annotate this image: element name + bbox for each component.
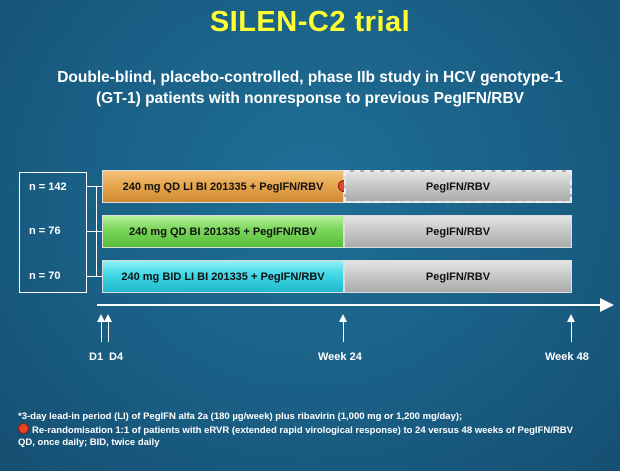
connector-arm-1-b [96,186,102,187]
arm-1-treatment-bar: 240 mg QD LI BI 201335 + PegIFN/RBV [102,170,344,203]
tick-week-48 [567,314,575,342]
connector-arm-2 [87,231,97,232]
arm-3-treatment-label: 240 mg BID LI BI 201335 + PegIFN/RBV [121,270,325,283]
tick-week-24 [339,314,347,342]
arm-2-followup-bar: PegIFN/RBV [344,215,572,248]
footnote-rerandomization: Re-randomisation 1:1 of patients with eR… [18,423,608,437]
tick-d1 [97,314,105,342]
arm-2-n: n = 76 [29,225,61,237]
connector-arm-2-b [96,231,102,232]
arm-3-n: n = 70 [29,270,61,282]
footnote-lead-in: *3-day lead-in period (LI) of PegIFN alf… [18,411,463,422]
timeline-axis [97,304,602,306]
slide-subtitle: Double-blind, placebo-controlled, phase … [57,69,563,107]
connector-arm-3 [87,276,97,277]
connector-arm-1 [87,186,97,187]
arm-3-followup-bar: PegIFN/RBV [344,260,572,293]
sample-size-box [19,172,87,293]
arm-3-followup-label: PegIFN/RBV [425,270,491,283]
arm-2-treatment-label: 240 mg QD BI 201335 + PegIFN/RBV [129,225,317,238]
connector-arm-3-b [96,276,102,277]
arm-1-followup-bar: PegIFN/RBV [344,170,572,203]
arm-1-treatment-label: 240 mg QD LI BI 201335 + PegIFN/RBV [122,180,324,193]
tick-d4 [104,314,112,342]
arm-1-followup-label: PegIFN/RBV [425,180,491,193]
rerandomization-dot-legend [18,423,29,434]
tick-label-week-24: Week 24 [318,351,362,363]
footnote-rerandomization-text: Re-randomisation 1:1 of patients with eR… [32,425,573,436]
footnotes: *3-day lead-in period (LI) of PegIFN alf… [18,411,608,449]
tick-label-week-48: Week 48 [545,351,589,363]
arm-2-followup-label: PegIFN/RBV [425,225,491,238]
arm-1-n: n = 142 [29,181,67,193]
arm-3-treatment-bar: 240 mg BID LI BI 201335 + PegIFN/RBV [102,260,344,293]
footnote-abbreviations: QD, once daily; BID, twice daily [18,437,160,448]
slide-title: SILEN-C2 trial [209,6,411,38]
tick-label-d1: D1 [89,351,104,363]
timeline-arrowhead [600,298,614,312]
arm-2-treatment-bar: 240 mg QD BI 201335 + PegIFN/RBV [102,215,344,248]
tick-label-d4: D4 [109,351,124,363]
